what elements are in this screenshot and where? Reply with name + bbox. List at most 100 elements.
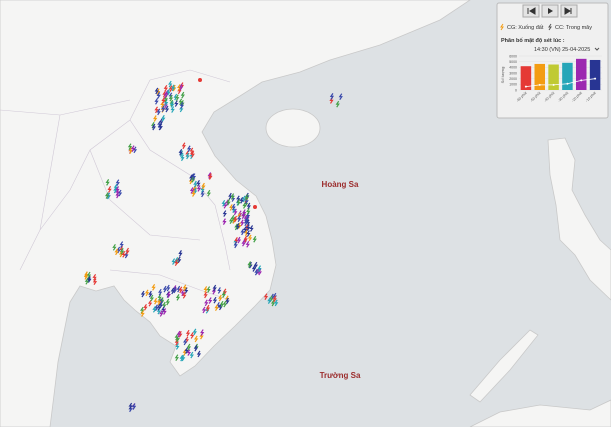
lightning-icon bbox=[205, 304, 211, 312]
lightning-icon bbox=[87, 276, 92, 283]
time-select[interactable]: 14:30 (VN) 25-04-2025 bbox=[534, 47, 590, 53]
lightning-icon bbox=[263, 293, 269, 300]
lightning-icon bbox=[225, 297, 230, 305]
lightning-icon bbox=[208, 173, 213, 180]
bar bbox=[575, 58, 587, 90]
lightning-icon bbox=[107, 186, 112, 193]
lightning-icon bbox=[178, 83, 184, 91]
lightning-icon bbox=[180, 289, 185, 297]
lightning-icon bbox=[191, 173, 197, 180]
lightning-icon bbox=[228, 217, 234, 225]
bar bbox=[562, 62, 573, 90]
lightning-icon bbox=[189, 147, 194, 155]
lightning-icon bbox=[178, 286, 183, 294]
lightning-icon bbox=[200, 329, 205, 336]
lightning-icon bbox=[153, 297, 158, 305]
lightning-icon bbox=[152, 305, 157, 313]
line-point bbox=[580, 79, 583, 82]
lightning-icon bbox=[165, 298, 170, 306]
lightning-icon bbox=[176, 84, 182, 91]
panel-title: Phân bố mật độ sét lúc : bbox=[501, 37, 565, 44]
lightning-icon bbox=[236, 236, 242, 244]
lightning-icon bbox=[236, 198, 241, 206]
lightning-icon bbox=[240, 228, 245, 236]
lightning-icon bbox=[189, 351, 194, 359]
lightning-icon bbox=[246, 208, 251, 215]
y-tick-label: 1000 bbox=[509, 83, 517, 87]
lightning-icon bbox=[168, 85, 174, 92]
bar bbox=[589, 59, 601, 90]
lightning-icon bbox=[222, 300, 227, 308]
lightning-icon bbox=[166, 284, 171, 292]
lightning-icon bbox=[144, 289, 150, 297]
lightning-icon bbox=[228, 192, 233, 200]
lightning-icon bbox=[186, 343, 192, 351]
legend-entry: CC: Trong mây bbox=[555, 25, 592, 31]
lightning-icon bbox=[335, 100, 340, 108]
lightning-icon bbox=[116, 246, 121, 254]
capital-marker bbox=[198, 78, 202, 82]
lightning-icon bbox=[233, 215, 238, 223]
lightning-icon bbox=[329, 93, 335, 100]
y-tick-label: 6000 bbox=[509, 54, 517, 58]
lightning-icon bbox=[230, 193, 235, 200]
lightning-icon bbox=[176, 330, 182, 338]
y-tick-label: 2000 bbox=[509, 77, 517, 81]
lightning-icon bbox=[182, 291, 187, 299]
lightning-icon bbox=[235, 222, 241, 230]
lightning-icon bbox=[113, 183, 119, 191]
lightning-icon bbox=[163, 84, 168, 92]
lightning-icon bbox=[154, 304, 159, 312]
x-tick-label: -50 phút bbox=[530, 91, 542, 103]
lightning-icon bbox=[119, 247, 125, 255]
lightning-icon bbox=[186, 349, 191, 356]
lightning-icon bbox=[237, 222, 242, 229]
borders bbox=[0, 69, 231, 301]
lightning-icon bbox=[183, 338, 188, 346]
density-panel: CG: Xuống đất CC: Trong mây Phân bố mật … bbox=[496, 2, 609, 119]
line-point bbox=[594, 77, 597, 80]
x-tick-label: -40 phút bbox=[543, 91, 555, 103]
lightning-icon bbox=[128, 147, 133, 154]
dropdown-arrow bbox=[594, 47, 600, 51]
lightning-icon bbox=[219, 300, 225, 308]
lightning-icon bbox=[128, 402, 133, 410]
line-point bbox=[566, 82, 569, 85]
lightning-icon bbox=[104, 192, 110, 199]
lightning-icon bbox=[119, 241, 124, 248]
lightning-icon bbox=[158, 118, 164, 126]
lightning-icon bbox=[254, 268, 259, 276]
lightning-icon bbox=[200, 190, 205, 198]
lightning-icon bbox=[157, 293, 162, 301]
lightning-icon bbox=[190, 332, 195, 339]
lightning-icon bbox=[244, 229, 249, 237]
lightning-icon bbox=[216, 301, 221, 309]
lightning-icon bbox=[246, 202, 251, 210]
lightning-icon bbox=[176, 285, 181, 293]
lightning-icon bbox=[154, 87, 159, 95]
lightning-icon bbox=[148, 290, 153, 298]
lightning-icon bbox=[168, 80, 173, 88]
lightning-icon bbox=[243, 235, 248, 243]
lightning-icon bbox=[154, 106, 159, 114]
lightning-icon bbox=[206, 189, 211, 197]
lightning-icon bbox=[191, 190, 196, 197]
lightning-icon bbox=[174, 333, 179, 341]
lightning-icon bbox=[251, 265, 257, 272]
lightning-icon bbox=[106, 192, 111, 200]
lightning-icon bbox=[241, 212, 246, 220]
lightning-icon bbox=[185, 152, 190, 160]
lightning-icon bbox=[193, 180, 198, 188]
x-tick-label: -30 phút bbox=[557, 91, 569, 103]
lightning-icon bbox=[239, 196, 244, 204]
lightning-icon bbox=[247, 261, 252, 268]
lightning-icon bbox=[161, 114, 166, 122]
lightning-icon bbox=[166, 291, 171, 298]
lightning-icon bbox=[338, 93, 343, 101]
lightning-icon bbox=[149, 294, 154, 302]
hainan bbox=[265, 108, 321, 148]
lightning-icon bbox=[247, 234, 253, 242]
lightning-icon bbox=[177, 256, 182, 264]
lightning-icon bbox=[201, 182, 206, 190]
